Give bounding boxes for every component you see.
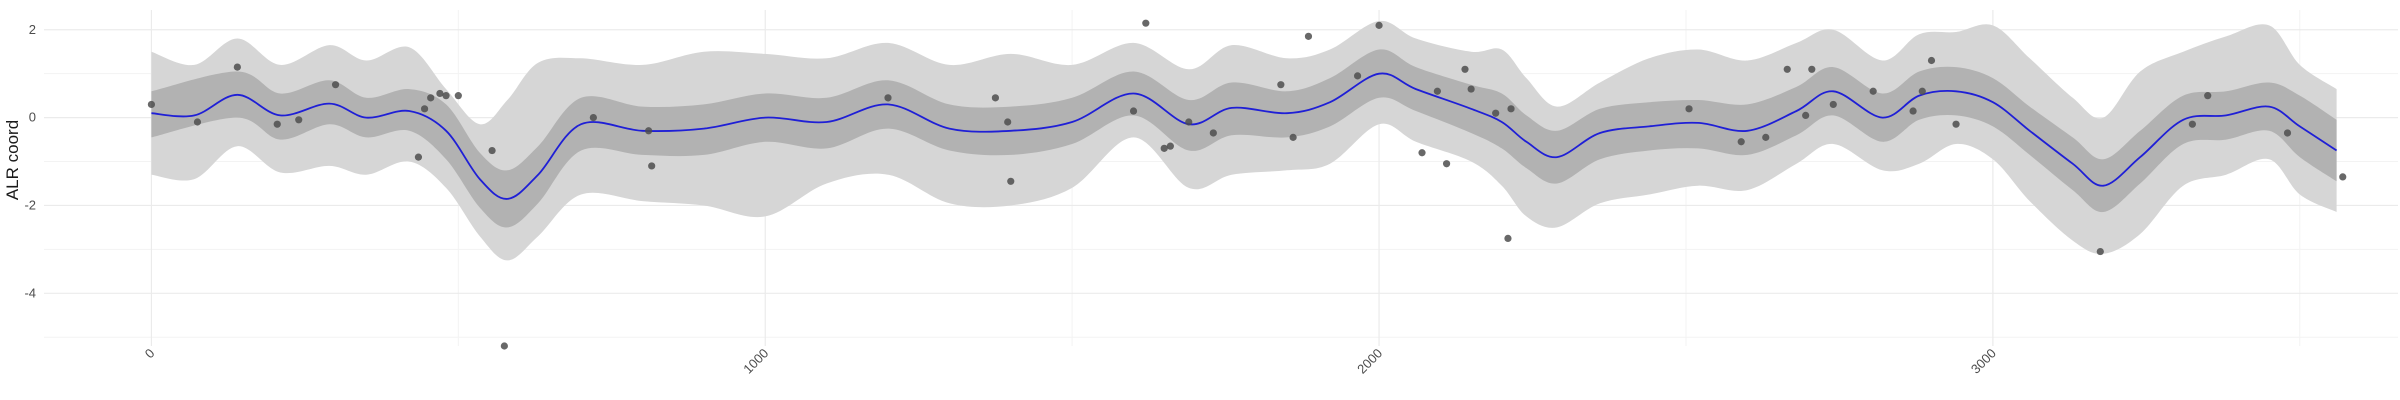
data-point bbox=[331, 81, 340, 89]
data-point bbox=[488, 146, 496, 155]
data-point bbox=[427, 94, 435, 102]
data-point bbox=[1353, 72, 1362, 80]
data-point bbox=[1492, 109, 1500, 117]
observed-points bbox=[147, 19, 2347, 350]
data-point bbox=[1442, 160, 1451, 168]
data-point bbox=[414, 153, 423, 161]
data-point bbox=[1007, 177, 1015, 185]
data-point bbox=[1762, 133, 1770, 141]
data-point bbox=[1461, 65, 1469, 73]
data-point bbox=[2188, 120, 2196, 128]
x-axis-tick-labels: 0 1000 2000 3000 bbox=[142, 346, 1999, 377]
data-point bbox=[1129, 107, 1138, 115]
data-point bbox=[645, 127, 653, 135]
data-point bbox=[1277, 81, 1285, 89]
data-point bbox=[1507, 105, 1515, 113]
x-tick-label: 2000 bbox=[1354, 346, 1385, 377]
y-tick-label: 2 bbox=[29, 22, 36, 37]
data-point bbox=[1802, 111, 1810, 120]
data-point bbox=[1004, 118, 1012, 126]
data-point bbox=[589, 114, 597, 122]
data-point bbox=[1467, 85, 1475, 93]
data-point bbox=[1166, 142, 1174, 150]
data-point bbox=[2096, 247, 2104, 256]
y-tick-label: -4 bbox=[24, 285, 36, 300]
data-point bbox=[1142, 19, 1150, 27]
data-point bbox=[1289, 133, 1297, 141]
data-point bbox=[1418, 149, 1426, 157]
y-axis-tick-labels: -4 -2 0 2 bbox=[24, 22, 36, 301]
data-point bbox=[295, 116, 303, 124]
y-tick-label: 0 bbox=[29, 110, 36, 125]
data-point bbox=[273, 120, 281, 128]
data-point bbox=[1783, 65, 1791, 73]
data-point bbox=[1375, 21, 1383, 29]
data-point bbox=[147, 100, 156, 109]
data-point bbox=[2339, 173, 2347, 181]
data-point bbox=[436, 89, 444, 98]
data-point bbox=[454, 92, 462, 100]
data-point bbox=[1685, 105, 1693, 113]
data-point bbox=[1829, 100, 1837, 109]
data-point bbox=[2283, 129, 2292, 137]
data-point bbox=[2204, 92, 2212, 100]
data-point bbox=[500, 342, 508, 350]
data-point bbox=[233, 63, 241, 71]
data-point bbox=[1808, 65, 1816, 73]
data-point bbox=[1304, 32, 1313, 40]
data-point bbox=[1952, 120, 1960, 128]
data-point bbox=[442, 92, 450, 100]
inner-confidence-band bbox=[151, 49, 2337, 228]
data-point bbox=[1433, 87, 1441, 95]
data-point bbox=[1737, 138, 1745, 146]
data-point bbox=[1918, 87, 1926, 95]
data-point bbox=[1869, 87, 1877, 95]
data-point bbox=[1160, 144, 1168, 152]
data-point bbox=[1209, 129, 1217, 137]
data-point bbox=[1504, 234, 1512, 242]
x-tick-label: 3000 bbox=[1968, 346, 1999, 377]
y-tick-label: -2 bbox=[24, 197, 36, 212]
data-point bbox=[1927, 56, 1936, 65]
data-point bbox=[1185, 118, 1193, 126]
outer-confidence-band bbox=[151, 20, 2337, 261]
x-tick-label: 1000 bbox=[740, 346, 771, 377]
x-tick-label: 0 bbox=[142, 346, 158, 362]
data-point bbox=[648, 162, 656, 170]
data-point bbox=[1909, 107, 1917, 115]
data-point bbox=[420, 105, 429, 113]
data-point bbox=[884, 94, 892, 102]
data-point bbox=[193, 118, 202, 126]
y-axis-title: ALR coord bbox=[3, 120, 22, 200]
mean-curve bbox=[151, 72, 2338, 200]
data-point bbox=[991, 94, 1000, 102]
